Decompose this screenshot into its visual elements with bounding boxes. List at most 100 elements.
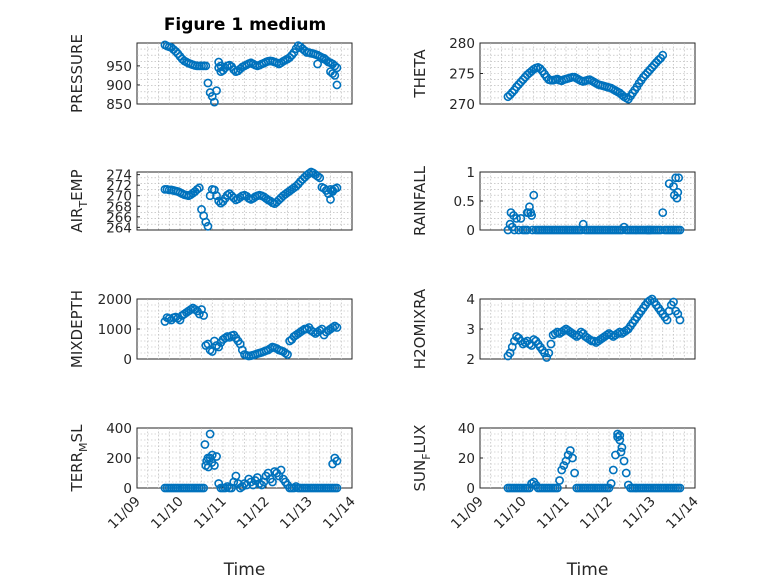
data-point [617,443,627,452]
data-point [326,184,335,194]
data-point [332,323,342,332]
y-tick-label: 1000 [98,322,132,338]
x-axis-label: Time [223,560,266,580]
y-tick-label: 270 [106,189,132,205]
data-point [237,345,247,355]
y-axis-label: RAINFALL [411,165,429,236]
data-point [332,456,342,466]
data-point [641,70,650,80]
data-point [516,77,526,87]
data-series [160,40,342,107]
data-point [313,59,322,69]
data-point [559,461,569,470]
data-point [315,173,325,183]
data-point [192,184,202,194]
data-point [261,193,271,203]
data-point [649,60,659,70]
x-tick-label: 11/10 [148,494,187,533]
data-series [160,167,342,231]
data-point [570,468,579,478]
data-point [615,435,625,445]
subplot-grid: 850 900 950 PRESSURE 270 275 280 THETA 264266268… [68,34,702,580]
data-point [507,88,517,97]
data-point [291,181,301,191]
data-point [535,64,545,74]
y-tick-label: 2 [466,352,475,368]
x-tick-label: 11/09 [448,494,487,533]
subplot-row3-right: 2 3 4 H2OMIXRA [411,288,696,369]
data-point [512,213,521,223]
data-point [175,315,185,325]
data-point [669,297,678,307]
x-axis-label: Time [566,560,609,580]
y-tick-label: 275 [449,67,475,83]
x-tick-label: 11/09 [105,494,144,533]
data-point [654,55,663,65]
data-point [557,465,567,475]
subplot-bottom-left: 0 200 400 11/09 11/10 11/11 11/12 11/13 11/14 TER… [68,421,359,580]
y-axis-label: SUNFLUX [411,425,433,492]
data-point [205,453,215,463]
data-point [283,350,292,359]
y-tick-label: 4 [466,292,475,308]
y-tick-label: 280 [449,36,475,52]
data-point [546,339,556,349]
data-series [503,429,685,493]
data-point [522,225,532,235]
data-point [675,315,685,325]
x-tick-label: 11/13 [277,494,316,533]
data-point [529,190,539,200]
data-point [669,190,679,200]
y-tick-label: 268 [106,199,132,215]
y-tick-label: 266 [106,210,132,226]
grid-lines [137,428,352,488]
data-point [669,182,678,191]
y-tick-label: 1 [466,165,475,181]
data-point [565,446,575,455]
subplot-row3-left: 0 1000 2000 MIXDEPTH [68,290,353,368]
y-tick-label: 274 [106,168,132,184]
y-tick-label: 850 [106,97,132,113]
data-point [214,342,224,352]
y-tick-label: 20 [458,451,475,467]
figure-title: Figure 1 medium [164,15,326,35]
data-point [268,477,277,487]
data-point [621,468,631,478]
data-point [326,195,335,204]
data-point [540,348,549,358]
x-tick-label: 11/10 [491,494,530,533]
data-point [525,202,534,212]
data-point [328,69,338,78]
subplot-row2-right: 0 0.5 1 RAINFALL [411,165,696,239]
data-series [503,294,685,362]
data-point [674,173,684,183]
x-tick-label: 11/12 [577,494,616,533]
data-point [212,86,221,96]
y-tick-label: 0 [466,223,475,239]
data-point [209,97,219,107]
data-point [675,225,685,235]
data-point [555,476,564,485]
data-point [616,447,626,457]
data-point [332,80,342,90]
data-point [203,78,213,88]
data-point [201,217,211,227]
data-point [330,61,340,71]
data-point [675,483,685,493]
y-tick-label: 0 [123,481,132,497]
data-point [553,483,562,493]
data-point [332,63,342,73]
y-tick-label: 272 [106,178,132,194]
x-tick-label: 11/11 [191,494,230,533]
data-point [231,471,241,481]
data-point [514,80,524,89]
data-point [658,208,668,217]
data-point [568,453,577,463]
x-tick-label: 11/14 [663,494,702,533]
data-point [544,348,554,358]
subplot-top-left: 850 900 950 PRESSURE [68,34,353,113]
data-point [205,429,215,439]
data-point [216,198,226,208]
